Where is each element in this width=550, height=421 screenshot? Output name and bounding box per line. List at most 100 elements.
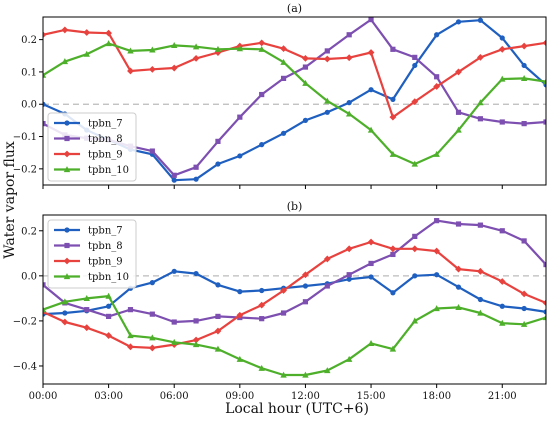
data-point-tpbn_10 (499, 75, 506, 82)
data-point-tpbn_9 (61, 318, 69, 326)
series-line-tpbn_9 (43, 28, 546, 119)
plot-frame (42, 16, 547, 186)
data-point-tpbn_7 (434, 272, 440, 278)
legend-label-tpbn_8: tpbn_8 (88, 241, 123, 252)
data-point-tpbn_7 (193, 176, 199, 182)
data-point-tpbn_7 (477, 17, 483, 23)
data-point-tpbn_7 (171, 177, 177, 183)
data-point-tpbn_8 (390, 46, 396, 52)
data-point-tpbn_7 (455, 284, 462, 290)
y-tick-label: 0.2 (21, 226, 37, 237)
data-point-tpbn_8 (324, 48, 330, 54)
data-point-tpbn_7 (259, 287, 265, 294)
panel-a: (a) −0.2 −0.1 0.0 0.1 0.2 tpbn_7 tpbn_8 tpbn_9tp… (13, 2, 547, 189)
data-point-tpbn_10 (302, 371, 309, 378)
data-point-tpbn_9 (323, 55, 331, 63)
data-point-tpbn_8 (215, 138, 221, 144)
legend-box (47, 112, 137, 182)
data-point-tpbn_10 (433, 150, 440, 157)
data-point-tpbn_10 (149, 334, 156, 341)
series-line-tpbn_10 (43, 42, 546, 166)
legend-label-tpbn_7: tpbn_7 (88, 226, 123, 237)
data-point-tpbn_10 (367, 126, 375, 133)
data-point-tpbn_9 (214, 327, 222, 335)
data-point-tpbn_10 (345, 355, 353, 362)
data-point-tpbn_10 (258, 364, 265, 371)
series-line-tpbn_10 (43, 295, 546, 377)
data-point-tpbn_9 (411, 245, 419, 253)
data-point-tpbn_9 (61, 26, 69, 34)
data-point-tpbn_9 (127, 67, 134, 75)
data-point-tpbn_10 (43, 71, 47, 78)
x-tick-label: 18:00 (422, 391, 451, 402)
data-point-tpbn_9 (433, 247, 441, 255)
data-point-tpbn_10 (171, 338, 178, 345)
data-point-tpbn_8 (499, 119, 505, 125)
x-tick-label: 21:00 (488, 391, 517, 402)
x-tick-label: 09:00 (225, 391, 254, 402)
data-point-tpbn_8 (43, 121, 46, 127)
data-point-tpbn_7 (259, 142, 265, 148)
data-point-tpbn_7 (368, 274, 374, 280)
data-point-tpbn_8 (412, 233, 418, 240)
data-point-tpbn_9 (389, 245, 397, 253)
x-tick-label: 03:00 (94, 391, 123, 402)
data-point-tpbn_9 (411, 98, 419, 106)
legend-marker-tpbn_8 (64, 135, 70, 142)
data-point-tpbn_10 (455, 303, 462, 310)
data-point-tpbn_9 (476, 267, 484, 275)
x-tick-label: 15:00 (357, 391, 386, 402)
data-point-tpbn_9 (258, 301, 266, 309)
data-point-tpbn_8 (302, 299, 309, 305)
data-point-tpbn_8 (390, 251, 396, 258)
x-tick-label: 00:00 (29, 391, 58, 402)
legend-marker-tpbn_10 (63, 166, 71, 173)
legend-marker-tpbn_7 (64, 227, 70, 233)
series-line-tpbn_9 (43, 240, 546, 349)
y-tick-label: −0.1 (13, 132, 37, 143)
y-tick-label: −0.2 (13, 316, 37, 327)
data-point-tpbn_7 (521, 305, 527, 312)
data-point-tpbn_8 (521, 121, 527, 127)
data-point-tpbn_9 (367, 49, 375, 56)
data-point-tpbn_8 (346, 272, 352, 278)
data-point-tpbn_7 (346, 276, 352, 282)
data-point-tpbn_10 (542, 314, 546, 321)
data-point-tpbn_10 (105, 292, 112, 299)
data-point-tpbn_8 (412, 54, 418, 60)
data-point-tpbn_10 (214, 345, 222, 352)
series-tpbn_9 (43, 238, 546, 352)
data-point-tpbn_7 (106, 303, 112, 309)
data-point-tpbn_8 (193, 164, 199, 170)
data-point-tpbn_7 (412, 62, 418, 69)
data-point-tpbn_10 (149, 46, 156, 53)
data-point-tpbn_9 (148, 65, 156, 73)
legend-marker-tpbn_9 (63, 257, 71, 265)
data-point-tpbn_7 (171, 268, 177, 274)
data-point-tpbn_10 (105, 40, 112, 47)
data-point-tpbn_8 (171, 172, 177, 178)
data-point-tpbn_10 (258, 45, 265, 52)
data-point-tpbn_10 (236, 355, 244, 362)
data-point-tpbn_7 (43, 101, 46, 107)
data-point-tpbn_7 (215, 282, 221, 288)
data-point-tpbn_9 (170, 64, 178, 72)
data-point-tpbn_10 (302, 79, 309, 86)
data-point-tpbn_9 (302, 54, 309, 62)
data-point-tpbn_10 (520, 320, 528, 327)
data-point-tpbn_7 (237, 153, 243, 159)
data-point-tpbn_7 (193, 270, 199, 277)
legend-label-tpbn_9: tpbn_9 (88, 257, 123, 268)
series-tpbn_10 (43, 40, 546, 167)
data-point-tpbn_7 (280, 130, 287, 136)
data-point-tpbn_10 (520, 74, 528, 81)
data-point-tpbn_8 (149, 311, 155, 317)
data-point-tpbn_8 (215, 313, 221, 319)
panel-title-a: (a) (287, 2, 302, 15)
data-point-tpbn_9 (389, 113, 397, 121)
data-point-tpbn_8 (368, 17, 374, 23)
data-point-tpbn_10 (542, 78, 546, 85)
data-point-tpbn_9 (520, 290, 528, 298)
data-point-tpbn_7 (390, 96, 396, 102)
data-point-tpbn_10 (171, 42, 178, 49)
